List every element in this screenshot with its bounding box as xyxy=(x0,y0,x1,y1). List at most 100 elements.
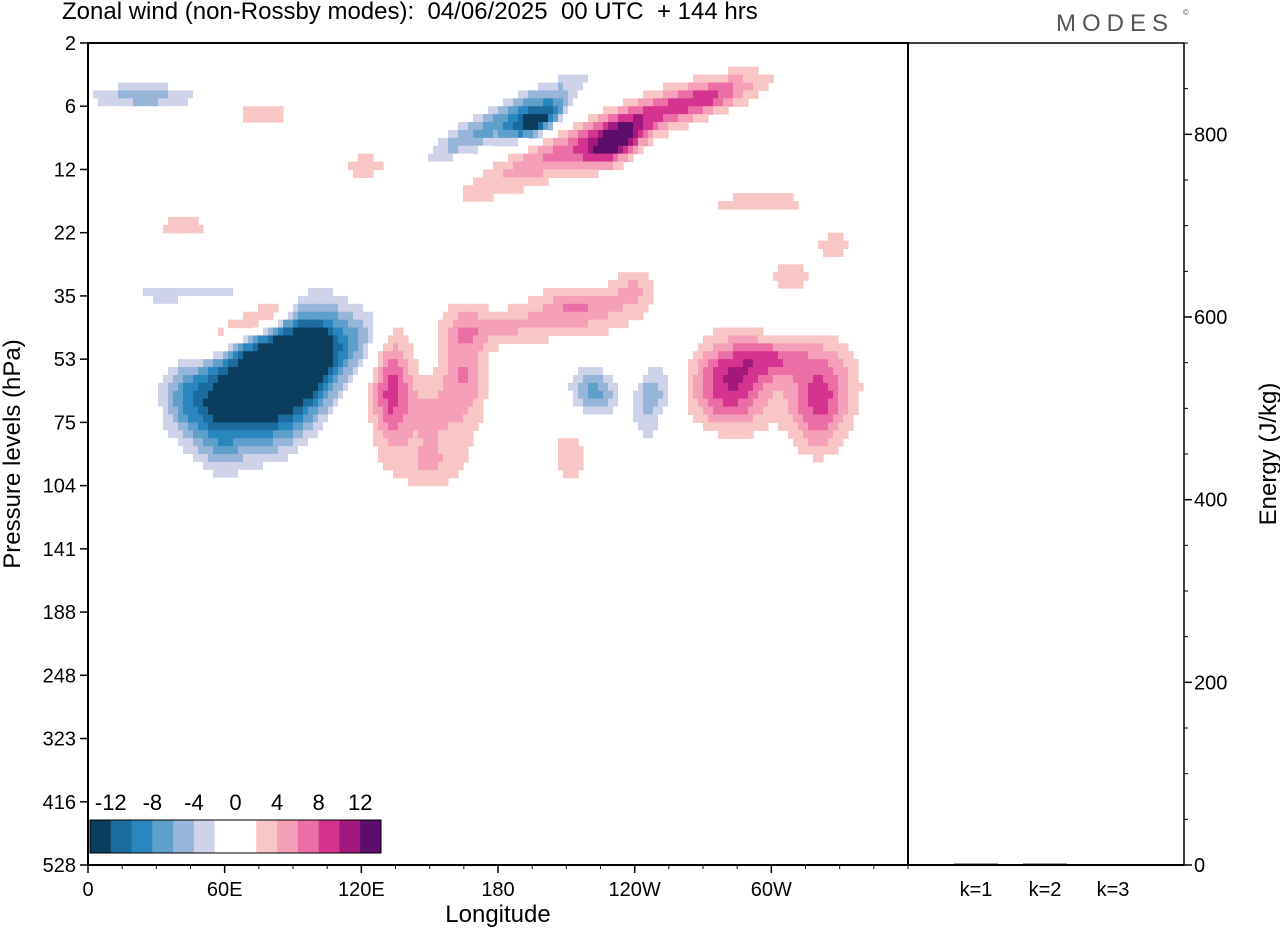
y-tick-label: 248 xyxy=(43,665,76,687)
heatmap-cell xyxy=(638,382,644,392)
heatmap-cell xyxy=(683,461,689,471)
heatmap-cell xyxy=(328,422,334,431)
heatmap-cell xyxy=(758,351,764,360)
heatmap-cell xyxy=(468,145,474,155)
heatmap-cell xyxy=(453,335,459,344)
heatmap-cell xyxy=(218,406,224,416)
heatmap-cell xyxy=(598,398,604,408)
heatmap-cell xyxy=(178,351,184,360)
heatmap-cell xyxy=(318,351,324,360)
heatmap-cell xyxy=(323,240,329,250)
heatmap-cell xyxy=(828,398,834,408)
heatmap-cell xyxy=(178,406,184,416)
heatmap-cell xyxy=(143,82,149,92)
heatmap-cell xyxy=(403,422,409,431)
heatmap-cell xyxy=(108,106,114,115)
heatmap-cell xyxy=(308,335,314,344)
heatmap-cell xyxy=(458,343,464,352)
heatmap-cell xyxy=(353,319,359,329)
heatmap-cell xyxy=(248,382,254,392)
heatmap-cell xyxy=(248,461,254,471)
heatmap-cell xyxy=(533,122,539,131)
heatmap-cell xyxy=(468,414,474,423)
heatmap-cell xyxy=(158,82,164,92)
heatmap-cell xyxy=(653,335,659,344)
heatmap-cell xyxy=(288,446,294,455)
heatmap-cell xyxy=(308,351,314,360)
heatmap-cell xyxy=(588,414,594,423)
heatmap-cell xyxy=(563,288,569,297)
heatmap-cell xyxy=(193,367,199,376)
heatmap-cell xyxy=(168,288,174,297)
heatmap-cell xyxy=(633,122,639,131)
heatmap-cell xyxy=(793,351,799,360)
heatmap-cell xyxy=(358,153,364,163)
heatmap-cell xyxy=(258,477,264,487)
heatmap-cell xyxy=(138,438,144,447)
heatmap-cell xyxy=(523,327,529,337)
heatmap-cell xyxy=(128,193,134,202)
heatmap-cell xyxy=(553,98,559,107)
heatmap-cell xyxy=(648,422,654,431)
heatmap-cell xyxy=(273,390,279,400)
heatmap-cell xyxy=(238,374,244,384)
heatmap-cell xyxy=(233,477,239,487)
heatmap-cell xyxy=(368,256,374,265)
heatmap-cell xyxy=(733,430,739,439)
heatmap-cell xyxy=(518,137,524,147)
heatmap-cell xyxy=(243,280,249,289)
heatmap-cell xyxy=(563,82,569,92)
heatmap-cell xyxy=(438,343,444,352)
heatmap-cell xyxy=(248,359,254,368)
heatmap-cell xyxy=(748,367,754,376)
heatmap-cell xyxy=(708,351,714,360)
heatmap-cell xyxy=(733,98,739,107)
heatmap-cell xyxy=(218,461,224,471)
heatmap-cell xyxy=(853,169,859,178)
x-tick-label: 180 xyxy=(481,879,514,901)
heatmap-cell xyxy=(483,177,489,186)
heatmap-cell xyxy=(638,374,644,384)
heatmap-cell xyxy=(668,390,674,400)
heatmap-cell xyxy=(243,335,249,344)
heatmap-cell xyxy=(298,319,304,329)
heatmap-cell xyxy=(558,90,564,99)
heatmap-cell xyxy=(108,90,114,99)
heatmap-cell xyxy=(453,303,459,313)
heatmap-cell xyxy=(343,367,349,376)
heatmap-cell xyxy=(698,343,704,352)
heatmap-cell xyxy=(348,311,354,321)
heatmap-cell xyxy=(728,201,734,210)
heatmap-cell xyxy=(733,422,739,431)
heatmap-cell xyxy=(368,264,374,273)
heatmap-cell xyxy=(343,216,349,226)
heatmap-cell xyxy=(438,461,444,471)
heatmap-cell xyxy=(563,367,569,376)
heatmap-cell xyxy=(713,106,719,115)
heatmap-cell xyxy=(903,90,909,99)
heatmap-cell xyxy=(458,454,464,463)
heatmap-cell xyxy=(128,169,134,178)
heatmap-cell xyxy=(203,280,209,289)
heatmap-cell xyxy=(198,438,204,447)
heatmap-cell xyxy=(288,319,294,329)
heatmap-cell xyxy=(453,406,459,416)
heatmap-cell xyxy=(533,319,539,329)
heatmap-cell xyxy=(363,319,369,329)
heatmap-cell xyxy=(458,414,464,423)
heatmap-cell xyxy=(803,414,809,423)
heatmap-cell xyxy=(203,390,209,400)
heatmap-cell xyxy=(258,359,264,368)
heatmap-cell xyxy=(393,232,399,242)
heatmap-cell xyxy=(808,390,814,400)
heatmap-cell xyxy=(343,272,349,281)
heatmap-cell xyxy=(688,114,694,123)
heatmap-cell xyxy=(603,406,609,416)
heatmap-cell xyxy=(598,327,604,337)
heatmap-cell xyxy=(628,137,634,147)
heatmap-cell xyxy=(308,367,314,376)
heatmap-cell xyxy=(243,430,249,439)
heatmap-cell xyxy=(283,359,289,368)
heatmap-cell xyxy=(268,343,274,352)
heatmap-cell xyxy=(733,66,739,76)
